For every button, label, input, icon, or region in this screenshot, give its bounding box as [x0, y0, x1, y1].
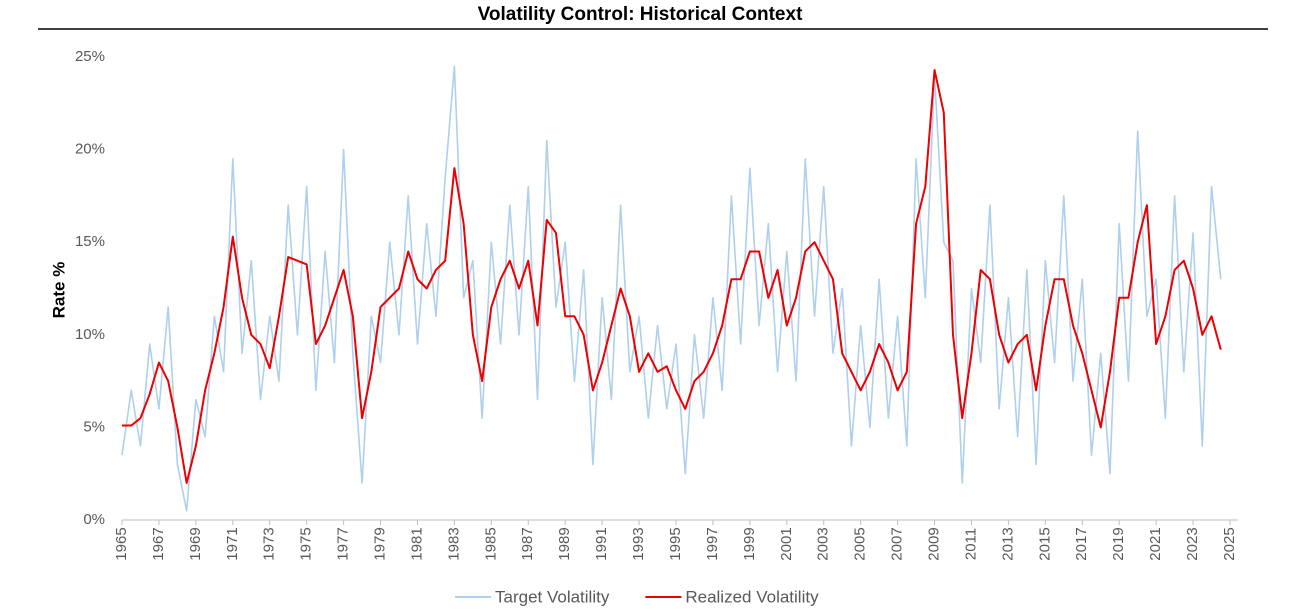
- x-tick-label: 2003: [815, 527, 832, 560]
- x-tick-label: 1971: [224, 527, 241, 560]
- x-tick-label: 1973: [261, 527, 278, 560]
- x-tick-label: 1985: [482, 527, 499, 560]
- x-tick-label: 2013: [999, 527, 1016, 560]
- y-tick-label: 10%: [75, 326, 105, 343]
- x-tick-label: 2005: [852, 527, 869, 560]
- y-tick-label: 5%: [83, 418, 105, 435]
- x-tick-label: 1965: [113, 527, 130, 560]
- x-tick-label: 1991: [593, 527, 610, 560]
- x-tick-label: 1989: [556, 527, 573, 560]
- x-tick-label: 2023: [1184, 527, 1201, 560]
- x-tick-label: 2021: [1147, 527, 1164, 560]
- x-tick-label: 1999: [741, 527, 758, 560]
- x-tick-label: 1979: [372, 527, 389, 560]
- x-tick-label: 2019: [1110, 527, 1127, 560]
- x-tick-label: 1993: [630, 527, 647, 560]
- series-line: [121, 65, 1222, 512]
- x-tick-label: 1967: [150, 527, 167, 560]
- x-tick-label: 1987: [519, 527, 536, 560]
- x-tick-label: 1969: [187, 527, 204, 560]
- y-tick-label: 15%: [75, 233, 105, 250]
- x-tick-label: 1981: [408, 527, 425, 560]
- x-tick-label: 2025: [1221, 527, 1238, 560]
- x-tick-label: 2007: [889, 527, 906, 560]
- series-line: [122, 68, 1222, 484]
- x-tick-label: 2009: [926, 527, 943, 560]
- x-tick-label: 2017: [1073, 527, 1090, 560]
- y-tick-label: 20%: [75, 141, 105, 158]
- x-tick-label: 1983: [445, 527, 462, 560]
- x-tick-label: 1997: [704, 527, 721, 560]
- y-axis-label: Rate %: [49, 262, 68, 319]
- x-tick-label: 1995: [667, 527, 684, 560]
- x-tick-label: 1977: [335, 527, 352, 560]
- y-tick-label: 25%: [75, 48, 105, 65]
- legend-label: Realized Volatility: [685, 587, 819, 606]
- y-tick-label: 0%: [83, 511, 105, 528]
- x-tick-label: 2001: [778, 527, 795, 560]
- x-tick-label: 2011: [962, 528, 979, 560]
- legend-label: Target Volatility: [495, 587, 610, 606]
- x-tick-label: 2015: [1036, 527, 1053, 560]
- x-tick-label: 1975: [298, 527, 315, 560]
- chart-title: Volatility Control: Historical Context: [478, 4, 803, 25]
